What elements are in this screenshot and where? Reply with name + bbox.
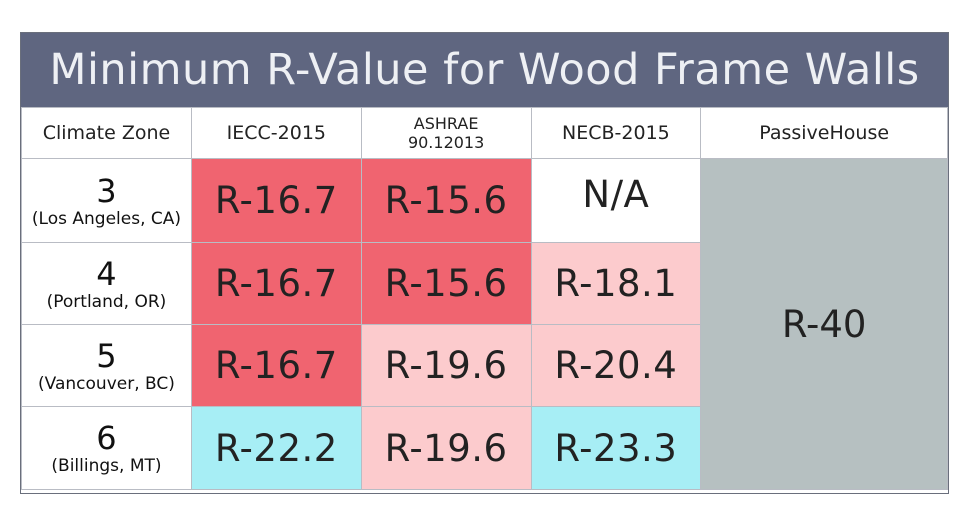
climate-zone-cell: 5 (Vancouver, BC) [21, 324, 192, 407]
table-row: 6 (Billings, MT) R-22.2 R-19.6 R-23.3 [21, 406, 948, 490]
necb-value: R-20.4 [530, 324, 702, 407]
climate-zone-cell: 6 (Billings, MT) [21, 406, 192, 490]
ashrae-value: R-19.6 [360, 324, 532, 407]
chart-title: Minimum R-Value for Wood Frame Walls [21, 33, 948, 107]
passive-house-value: R-40 [700, 158, 948, 490]
zone-number: 3 [96, 171, 117, 210]
header-ashrae-line1: ASHRAE [413, 114, 479, 133]
r-value-chart: Minimum R-Value for Wood Frame Walls Cli… [20, 32, 949, 494]
zone-number: 5 [96, 336, 117, 375]
table-body: 3 (Los Angeles, CA) R-16.7 R-15.6 N/A R-40 4 (P… [21, 158, 948, 490]
ashrae-value: R-19.6 [360, 406, 532, 490]
header-passive-house: PassiveHouse [700, 107, 948, 159]
zone-number: 4 [96, 254, 117, 293]
table-row: 3 (Los Angeles, CA) R-16.7 R-15.6 N/A R-40 [21, 158, 948, 490]
iecc-value: R-16.7 [190, 158, 362, 243]
header-necb: NECB-2015 [530, 107, 702, 159]
zone-number: 6 [96, 419, 117, 457]
necb-value: R-18.1 [530, 242, 702, 325]
necb-value: N/A [530, 158, 702, 243]
r-value-table: Climate Zone IECC-2015 ASHRAE 90.12013 N… [21, 107, 948, 490]
iecc-value: R-22.2 [190, 406, 362, 490]
header-iecc: IECC-2015 [190, 107, 362, 159]
climate-zone-cell: 4 (Portland, OR) [21, 242, 192, 325]
zone-city: (Portland, OR) [46, 291, 167, 312]
table-row: 5 (Vancouver, BC) R-16.7 R-19.6 R-20.4 [21, 324, 948, 407]
table-row: 4 (Portland, OR) R-16.7 R-15.6 R-18.1 [21, 242, 948, 325]
iecc-value: R-16.7 [190, 324, 362, 407]
header-row: Climate Zone IECC-2015 ASHRAE 90.12013 N… [21, 107, 948, 159]
necb-value: R-23.3 [530, 406, 702, 490]
header-ashrae-line2: 90.12013 [407, 133, 485, 152]
zone-city: (Vancouver, BC) [38, 373, 175, 394]
zone-city: (Los Angeles, CA) [31, 208, 182, 229]
ashrae-value: R-15.6 [360, 242, 532, 325]
ashrae-value: R-15.6 [360, 158, 532, 243]
header-ashrae: ASHRAE 90.12013 [360, 107, 532, 159]
header-climate-zone: Climate Zone [21, 107, 192, 159]
climate-zone-cell: 3 (Los Angeles, CA) [21, 158, 192, 243]
iecc-value: R-16.7 [190, 242, 362, 325]
zone-city: (Billings, MT) [51, 456, 162, 476]
